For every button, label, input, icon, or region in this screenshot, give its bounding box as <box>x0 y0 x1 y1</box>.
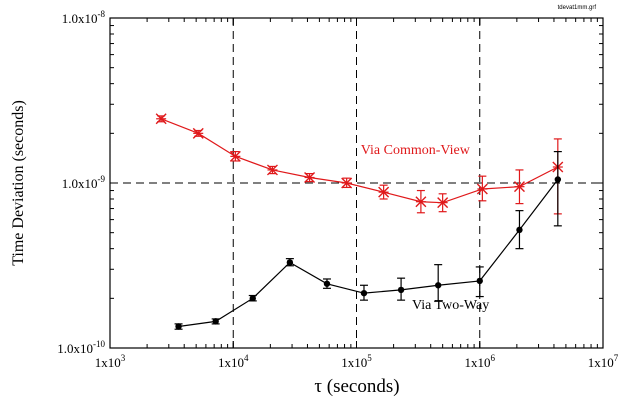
series-label: Via Common-View <box>361 143 471 158</box>
data-point <box>266 164 278 176</box>
data-point <box>155 113 167 125</box>
x-tick-label: 1x104 <box>218 353 249 370</box>
x-tick-label: 1x103 <box>95 353 126 370</box>
gridlines <box>110 18 603 348</box>
data-point <box>476 277 483 285</box>
data-series <box>155 113 564 330</box>
data-point <box>229 150 241 162</box>
y-tick-label: 1.0x10-10 <box>57 339 105 356</box>
data-point <box>341 177 353 189</box>
data-point <box>378 186 390 198</box>
data-point <box>212 318 219 325</box>
series-line <box>160 118 559 204</box>
y-axis-label: Time Deviation (seconds) <box>10 100 27 266</box>
data-point <box>304 171 316 183</box>
x-tick-label: 1x106 <box>465 353 496 370</box>
axis-ticks: 1x103 1x104 1x105 1x106 1x107 1.0x10-10 1.0x10… <box>57 9 619 370</box>
series-line <box>178 179 559 328</box>
x-tick-label: 1x107 <box>588 353 619 370</box>
x-axis-label: τ (seconds) <box>314 376 399 397</box>
data-point <box>175 323 182 330</box>
series-labels: Via Common-View Via Two-Way <box>361 143 489 313</box>
y-tick-label: 1.0x10-8 <box>62 9 106 26</box>
data-point <box>516 226 523 234</box>
file-tag: tdevat1mm.grf <box>558 5 597 11</box>
data-point <box>415 196 427 208</box>
data-point <box>249 295 256 302</box>
data-point <box>513 181 525 193</box>
data-point <box>554 176 562 183</box>
data-point <box>476 183 488 195</box>
x-tick-label: 1x105 <box>341 353 372 370</box>
data-point <box>434 282 442 289</box>
data-point <box>397 286 405 294</box>
data-point <box>286 259 294 266</box>
data-point <box>360 289 368 297</box>
data-point <box>437 197 449 209</box>
series-label: Via Two-Way <box>412 298 489 313</box>
data-point <box>192 127 204 139</box>
data-point <box>323 280 331 287</box>
y-tick-label: 1.0x10-9 <box>62 174 106 191</box>
